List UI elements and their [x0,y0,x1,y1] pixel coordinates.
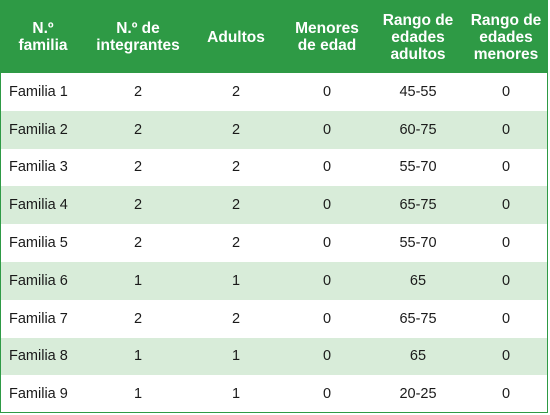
cell-family: Familia 4 [9,197,68,214]
table-row: Familia 9 1 1 0 20-25 0 [1,375,547,412]
cell-minor-age-range: 0 [501,310,511,327]
cell-minors: 0 [322,121,332,138]
cell-member-count: 1 [133,348,143,365]
cell-adult-age-range: 65 [409,348,427,365]
cell-minors: 0 [322,83,332,100]
table-row: Familia 3 2 2 0 55-70 0 [1,148,547,187]
cell-member-count: 1 [133,386,143,403]
table-body: Familia 1 2 2 0 45-55 0 Familia 2 2 2 0 … [1,73,547,412]
table-row: Familia 2 2 2 0 60-75 0 [1,110,547,149]
cell-adults: 1 [231,386,241,403]
header-family-number: N.º familia [18,20,68,54]
cell-member-count: 1 [133,272,143,289]
cell-minor-age-range: 0 [501,235,511,252]
cell-minors: 0 [322,272,332,289]
cell-adult-age-range: 65-75 [399,310,437,327]
cell-minor-age-range: 0 [501,121,511,138]
cell-minor-age-range: 0 [501,197,511,214]
cell-adults: 2 [231,310,241,327]
cell-member-count: 2 [133,83,143,100]
table-row: Familia 4 2 2 0 65-75 0 [1,186,547,225]
cell-adult-age-range: 55-70 [399,235,437,252]
cell-minors: 0 [322,235,332,252]
cell-minors: 0 [322,386,332,403]
cell-family: Familia 6 [9,272,68,289]
cell-family: Familia 1 [9,83,68,100]
cell-adult-age-range: 65 [409,272,427,289]
cell-minor-age-range: 0 [501,386,511,403]
cell-adults: 1 [231,272,241,289]
cell-adults: 1 [231,348,241,365]
cell-family: Familia 8 [9,348,68,365]
cell-adult-age-range: 60-75 [399,121,437,138]
cell-adults: 2 [231,121,241,138]
table-header: N.º familia N.º de integrantes Adultos M… [1,1,547,73]
cell-minors: 0 [322,159,332,176]
cell-minor-age-range: 0 [501,272,511,289]
cell-adults: 2 [231,235,241,252]
cell-member-count: 2 [133,159,143,176]
cell-adults: 2 [231,83,241,100]
cell-adult-age-range: 45-55 [399,83,437,100]
table-row: Familia 7 2 2 0 65-75 0 [1,299,547,338]
cell-minor-age-range: 0 [501,348,511,365]
cell-family: Familia 9 [9,386,68,403]
table-row: Familia 5 2 2 0 55-70 0 [1,224,547,262]
table-row: Familia 8 1 1 0 65 0 [1,337,547,376]
cell-adult-age-range: 20-25 [399,386,437,403]
cell-adult-age-range: 65-75 [399,197,437,214]
cell-family: Familia 2 [9,121,68,138]
cell-member-count: 2 [133,310,143,327]
cell-adult-age-range: 55-70 [399,159,437,176]
cell-family: Familia 3 [9,159,68,176]
header-minors: Menores de edad [295,20,359,54]
cell-minor-age-range: 0 [501,159,511,176]
cell-minor-age-range: 0 [501,83,511,100]
header-adults: Adultos [207,28,265,46]
cell-family: Familia 7 [9,310,68,327]
header-member-count: N.º de integrantes [96,20,180,54]
cell-adults: 2 [231,197,241,214]
cell-minors: 0 [322,197,332,214]
cell-member-count: 2 [133,197,143,214]
header-adult-age-range: Rango de edades adultos [382,11,454,63]
table-row: Familia 1 2 2 0 45-55 0 [1,73,547,111]
header-minor-age-range: Rango de edades menores [470,11,542,63]
cell-family: Familia 5 [9,235,68,252]
table-row: Familia 6 1 1 0 65 0 [1,261,547,300]
cell-adults: 2 [231,159,241,176]
cell-minors: 0 [322,310,332,327]
cell-minors: 0 [322,348,332,365]
cell-member-count: 2 [133,121,143,138]
header-row: N.º familia N.º de integrantes Adultos M… [1,1,547,73]
cell-member-count: 2 [133,235,143,252]
